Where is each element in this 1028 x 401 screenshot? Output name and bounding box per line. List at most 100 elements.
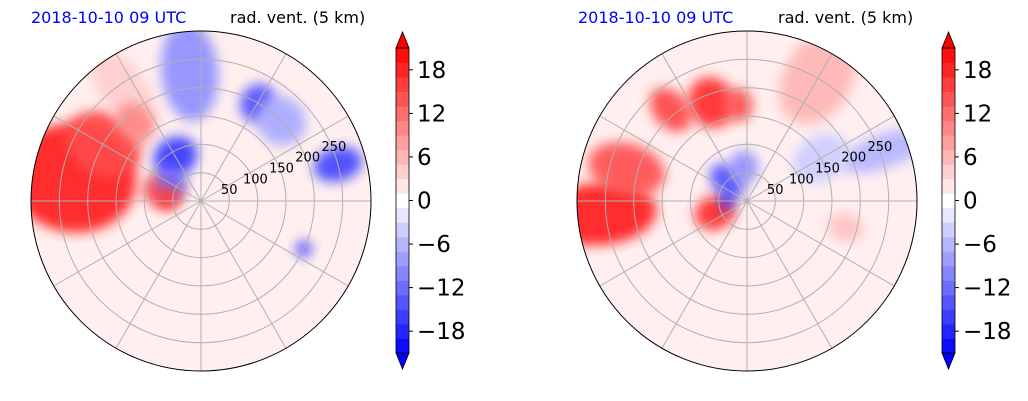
radial-tick-label-250: 250 bbox=[321, 140, 346, 155]
field-patch-12 bbox=[827, 212, 864, 242]
colorbar-extend-min bbox=[941, 352, 956, 371]
radial-tick-label-50: 50 bbox=[221, 183, 238, 198]
colorbar: 18 12 6 0 −6 −12 −18 bbox=[941, 30, 1012, 371]
colorbar-level bbox=[396, 280, 409, 296]
colorbar-tick-label: −18 bbox=[963, 319, 1012, 345]
colorbar-level bbox=[396, 178, 409, 194]
colorbar-tick-label: −6 bbox=[963, 232, 997, 258]
colorbar-level bbox=[396, 149, 409, 165]
colorbar-tick-label: −18 bbox=[417, 319, 466, 345]
colorbar: 18 12 6 0 −6 −12 −18 bbox=[395, 30, 466, 371]
polar-border bbox=[30, 30, 372, 372]
azimuth-line-30 bbox=[746, 115, 895, 202]
colorbar-level bbox=[396, 164, 409, 180]
azimuth-line-60 bbox=[200, 53, 287, 202]
colorbar-tick-label: 6 bbox=[963, 145, 978, 171]
colorbar-level bbox=[942, 265, 955, 281]
colorbar-tick-label: −12 bbox=[963, 276, 1012, 302]
colorbar-level bbox=[942, 120, 955, 136]
colorbar-tick-label: 0 bbox=[963, 189, 978, 215]
colorbar-level bbox=[942, 338, 955, 354]
colorbar-level bbox=[396, 251, 409, 267]
colorbar-tick-label: −6 bbox=[417, 232, 451, 258]
colorbar-tick-label: 18 bbox=[417, 58, 446, 84]
colorbar-level bbox=[942, 193, 955, 209]
colorbar-level bbox=[396, 207, 409, 223]
field-patch-2 bbox=[649, 87, 692, 132]
colorbar-level bbox=[942, 324, 955, 339]
colorbar-tick-label: 0 bbox=[417, 189, 432, 215]
colorbar-level bbox=[396, 91, 409, 107]
radial-tick-label-100: 100 bbox=[789, 172, 814, 187]
colorbar-tick-label: 12 bbox=[963, 101, 992, 127]
right-panel-time-title: 2018-10-10 09 UTC bbox=[578, 8, 734, 27]
colorbar-level bbox=[396, 265, 409, 281]
colorbar-level bbox=[942, 236, 955, 252]
colorbar-level bbox=[942, 251, 955, 267]
azimuth-line-120 bbox=[115, 53, 202, 202]
azimuth-line-330 bbox=[746, 200, 895, 287]
azimuth-line-150 bbox=[53, 115, 202, 202]
colorbar-extend-min bbox=[395, 352, 410, 371]
azimuth-line-300 bbox=[746, 200, 833, 349]
colorbar-level bbox=[396, 106, 409, 122]
colorbar-level bbox=[942, 62, 955, 78]
field-patch-12 bbox=[116, 103, 155, 143]
right-panel-variable-title: rad. vent. (5 km) bbox=[778, 8, 914, 27]
azimuth-line-210 bbox=[599, 200, 748, 287]
colorbar-level bbox=[396, 324, 409, 339]
colorbar-level bbox=[396, 77, 409, 92]
radial-tick-label-200: 200 bbox=[841, 151, 866, 166]
colorbar-level bbox=[942, 178, 955, 194]
colorbar-level bbox=[396, 120, 409, 136]
radial-tick-label-150: 150 bbox=[269, 162, 294, 177]
left-panel: 2018-10-10 09 UTC rad. vent. (5 km) 50 10… bbox=[30, 8, 466, 372]
radial-tick-label-100: 100 bbox=[243, 172, 268, 187]
azimuth-line-30 bbox=[200, 115, 349, 202]
colorbar-level bbox=[942, 135, 955, 151]
azimuth-line-240 bbox=[115, 200, 202, 349]
colorbar-level bbox=[942, 149, 955, 165]
field-patch-4 bbox=[724, 88, 753, 122]
azimuth-line-60 bbox=[746, 53, 833, 202]
azimuth-line-300 bbox=[200, 200, 287, 349]
colorbar-level bbox=[396, 135, 409, 151]
azimuth-line-150 bbox=[599, 115, 748, 202]
colorbar-level bbox=[942, 164, 955, 180]
colorbar-level bbox=[942, 222, 955, 238]
colorbar-level bbox=[942, 309, 955, 325]
colorbar-level bbox=[396, 48, 409, 63]
radial-tick-label-150: 150 bbox=[815, 162, 840, 177]
colorbar-level bbox=[396, 62, 409, 78]
field-patch-7 bbox=[729, 150, 759, 184]
colorbar-tick-label: −12 bbox=[417, 276, 466, 302]
azimuth-line-120 bbox=[661, 53, 748, 202]
colorbar-extend-max bbox=[941, 30, 956, 49]
colorbar-level bbox=[396, 193, 409, 209]
polar-grid bbox=[577, 31, 917, 371]
azimuth-line-240 bbox=[661, 200, 748, 349]
polar-border bbox=[576, 30, 918, 372]
azimuth-line-210 bbox=[53, 200, 202, 287]
colorbar-level bbox=[942, 207, 955, 223]
colorbar-extend-max bbox=[395, 30, 410, 49]
colorbar-level bbox=[942, 48, 955, 63]
colorbar-level bbox=[396, 294, 409, 310]
polar-grid bbox=[31, 31, 371, 371]
radial-tick-label-250: 250 bbox=[867, 140, 892, 155]
field-patch-1 bbox=[588, 142, 666, 196]
colorbar-level bbox=[942, 91, 955, 107]
azimuth-line-330 bbox=[200, 200, 349, 287]
colorbar-tick-label: 12 bbox=[417, 101, 446, 127]
colorbar-tick-label: 18 bbox=[963, 58, 992, 84]
radial-tick-label-50: 50 bbox=[767, 183, 784, 198]
left-panel-variable-title: rad. vent. (5 km) bbox=[230, 8, 366, 27]
colorbar-level bbox=[942, 77, 955, 92]
colorbar-level bbox=[396, 222, 409, 238]
colorbar-level bbox=[942, 294, 955, 310]
radial-tick-label-200: 200 bbox=[295, 151, 320, 166]
colorbar-level bbox=[942, 106, 955, 122]
colorbar-level bbox=[396, 338, 409, 354]
